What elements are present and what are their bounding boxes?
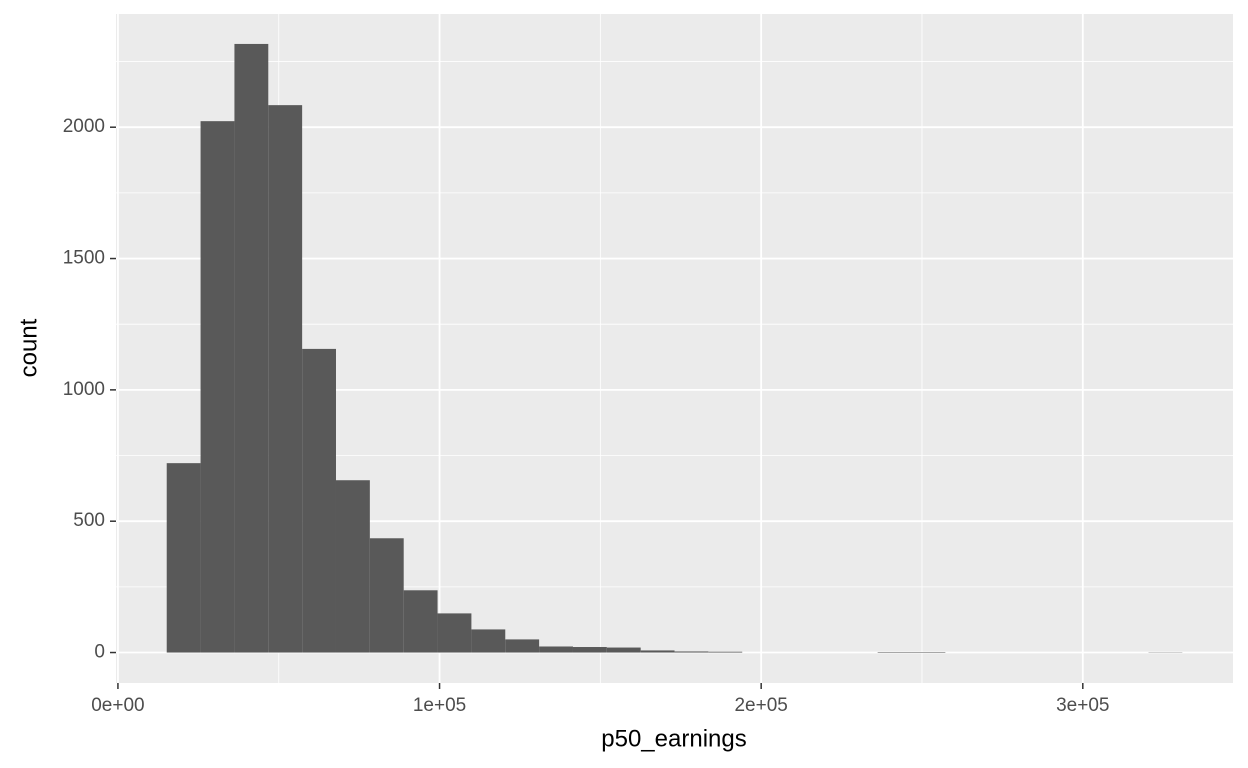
x-axis-title: p50_earnings [601,725,746,752]
bar [369,538,404,653]
x-tick-label: 1e+05 [413,695,466,716]
bar [403,590,438,653]
x-tick-label: 0e+00 [91,695,144,716]
bar [674,651,709,653]
y-tick-label: 2000 [63,116,105,137]
x-tick-label: 2e+05 [734,695,787,716]
y-tick-label: 0 [94,642,105,663]
bar [911,652,946,653]
bar [708,651,743,653]
bar [877,652,912,653]
bar [166,463,201,653]
x-tick-label: 3e+05 [1056,695,1109,716]
bar [302,348,336,653]
y-tick-label: 500 [73,510,105,531]
y-tick-label: 1000 [63,379,105,400]
bar [572,647,607,653]
bar [335,480,370,653]
bar [268,105,303,653]
bar [471,629,506,653]
y-tick-label: 1500 [63,248,105,269]
bar [606,647,641,653]
bar [640,650,675,653]
bar [200,121,235,653]
bar [505,639,540,653]
bar [437,613,472,653]
y-axis-title: count [15,318,42,377]
bar [539,646,573,653]
bar [234,43,269,653]
